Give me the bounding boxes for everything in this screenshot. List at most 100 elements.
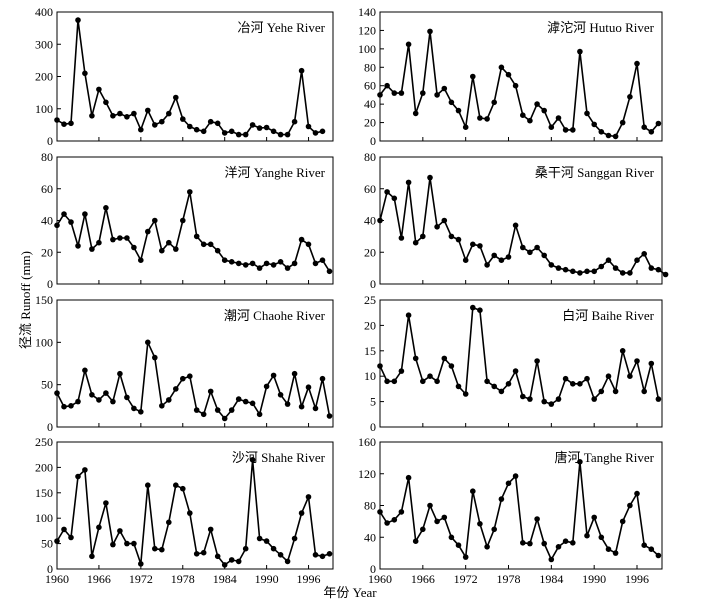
panel-3: 0 20 40 60 80 洋河 Yanghe River — [41, 150, 334, 291]
data-point — [527, 117, 533, 124]
y-tick-label: 0 — [370, 134, 376, 148]
data-point — [491, 99, 498, 106]
data-point — [207, 388, 214, 395]
data-point — [284, 131, 291, 138]
data-point — [412, 239, 419, 246]
data-point — [263, 124, 270, 131]
data-point — [448, 534, 455, 541]
data-point — [512, 82, 519, 89]
x-tick-label: 1960 — [45, 572, 69, 586]
data-point — [131, 110, 137, 117]
data-point — [555, 396, 562, 402]
y-tick-label: 200 — [35, 460, 53, 474]
data-point — [103, 390, 109, 396]
data-point — [441, 217, 448, 224]
data-point — [180, 375, 186, 382]
data-point — [641, 542, 647, 548]
data-point — [75, 17, 81, 23]
x-tick-label: 1996 — [297, 572, 321, 586]
data-point — [82, 467, 88, 473]
x-tick-label: 1990 — [582, 572, 606, 586]
data-point — [405, 41, 412, 48]
data-point — [193, 126, 200, 133]
data-point — [291, 118, 298, 125]
data-point — [448, 99, 455, 106]
data-point — [641, 124, 647, 130]
data-point — [448, 233, 455, 240]
data-point — [570, 268, 576, 275]
data-point — [462, 554, 469, 560]
data-point — [484, 378, 490, 385]
data-point — [319, 257, 326, 264]
data-point — [89, 246, 95, 252]
data-point — [187, 510, 193, 516]
data-point — [427, 174, 433, 181]
series-line — [379, 30, 660, 138]
x-tick-label: 1966 — [87, 572, 111, 586]
data-point — [612, 550, 619, 556]
series-line — [56, 341, 331, 420]
y-tick-label: 15 — [364, 344, 376, 358]
data-point — [138, 561, 144, 567]
data-point — [298, 510, 305, 516]
data-point — [598, 388, 605, 395]
data-point — [145, 228, 151, 235]
data-point — [159, 247, 165, 254]
data-point — [655, 552, 662, 559]
data-point — [534, 244, 540, 251]
data-point — [577, 381, 583, 387]
data-point — [89, 553, 95, 560]
data-point — [420, 526, 426, 533]
data-point — [242, 545, 249, 552]
y-tick-label: 100 — [358, 42, 376, 56]
data-point — [75, 243, 81, 249]
data-point — [249, 122, 256, 128]
data-point — [298, 236, 305, 243]
y-tick-label: 10 — [364, 369, 376, 383]
data-point — [193, 551, 200, 557]
data-point — [193, 233, 200, 240]
data-point — [377, 92, 383, 98]
data-point — [110, 113, 116, 119]
data-point — [441, 85, 448, 92]
y-tick-label: 140 — [358, 5, 376, 19]
y-tick-label: 150 — [35, 293, 53, 307]
data-point — [412, 110, 419, 117]
data-point — [326, 413, 333, 419]
data-point — [634, 257, 640, 264]
data-point — [159, 118, 165, 125]
data-point — [612, 265, 619, 271]
data-point — [214, 553, 221, 560]
data-point — [207, 241, 214, 248]
y-tick-label: 80 — [364, 150, 376, 164]
panel-frame — [56, 299, 334, 428]
data-point — [612, 388, 619, 395]
data-point — [173, 94, 179, 101]
data-point — [448, 363, 455, 369]
data-point — [124, 540, 130, 547]
data-point — [391, 517, 398, 523]
data-point — [221, 562, 228, 568]
data-point — [277, 259, 284, 265]
x-tick-label: 1960 — [368, 572, 392, 586]
data-point — [110, 236, 116, 243]
data-point — [187, 123, 193, 130]
data-point — [187, 189, 193, 195]
data-point — [491, 526, 498, 533]
data-point — [584, 532, 590, 539]
y-axis-label: 径流 Runoff (mm) — [18, 251, 33, 349]
data-point — [270, 262, 277, 268]
data-point — [384, 189, 390, 195]
data-point — [627, 502, 633, 509]
data-point — [312, 405, 319, 412]
data-point — [214, 247, 221, 254]
y-tick-label: 60 — [41, 182, 53, 196]
data-point — [477, 307, 483, 314]
data-point — [284, 401, 291, 407]
data-point — [420, 90, 426, 96]
y-tick-label: 100 — [35, 335, 53, 349]
data-point — [68, 534, 74, 541]
y-tick-label: 100 — [35, 102, 53, 116]
y-tick-label: 20 — [364, 116, 376, 130]
